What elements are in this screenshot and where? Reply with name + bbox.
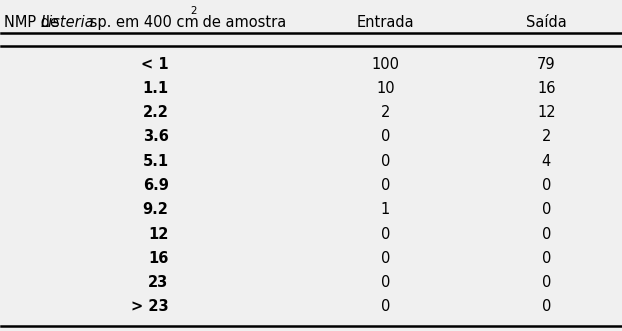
Text: 0: 0	[542, 251, 551, 266]
Text: 0: 0	[381, 251, 390, 266]
Text: 79: 79	[537, 57, 555, 71]
Text: 10: 10	[376, 81, 394, 96]
Text: 16: 16	[537, 81, 555, 96]
Text: 16: 16	[148, 251, 169, 266]
Text: 1.1: 1.1	[142, 81, 169, 96]
Text: 2: 2	[190, 6, 197, 16]
Text: 0: 0	[381, 300, 390, 314]
Text: 6.9: 6.9	[142, 178, 169, 193]
Text: 0: 0	[542, 178, 551, 193]
Text: de amostra: de amostra	[198, 15, 287, 29]
Text: 23: 23	[148, 275, 169, 290]
Text: Listeria: Listeria	[40, 15, 94, 29]
Text: 2: 2	[381, 105, 390, 120]
Text: 4: 4	[542, 154, 551, 169]
Text: > 23: > 23	[131, 300, 169, 314]
Text: 0: 0	[542, 275, 551, 290]
Text: 5.1: 5.1	[142, 154, 169, 169]
Text: 0: 0	[381, 178, 390, 193]
Text: < 1: < 1	[141, 57, 169, 71]
Text: 0: 0	[381, 129, 390, 144]
Text: 100: 100	[371, 57, 399, 71]
Text: NMP de: NMP de	[4, 15, 64, 29]
Text: 2.2: 2.2	[142, 105, 169, 120]
Text: 0: 0	[381, 275, 390, 290]
Text: 0: 0	[542, 202, 551, 217]
Text: 9.2: 9.2	[142, 202, 169, 217]
Text: 12: 12	[148, 226, 169, 242]
Text: 12: 12	[537, 105, 555, 120]
Text: 2: 2	[542, 129, 551, 144]
Text: 0: 0	[381, 226, 390, 242]
Text: 3.6: 3.6	[142, 129, 169, 144]
Text: Saída: Saída	[526, 15, 567, 29]
Text: 1: 1	[381, 202, 390, 217]
Text: 0: 0	[381, 154, 390, 169]
Text: sp. em 400 cm: sp. em 400 cm	[85, 15, 199, 29]
Text: 0: 0	[542, 226, 551, 242]
Text: Entrada: Entrada	[356, 15, 414, 29]
Text: 0: 0	[542, 300, 551, 314]
